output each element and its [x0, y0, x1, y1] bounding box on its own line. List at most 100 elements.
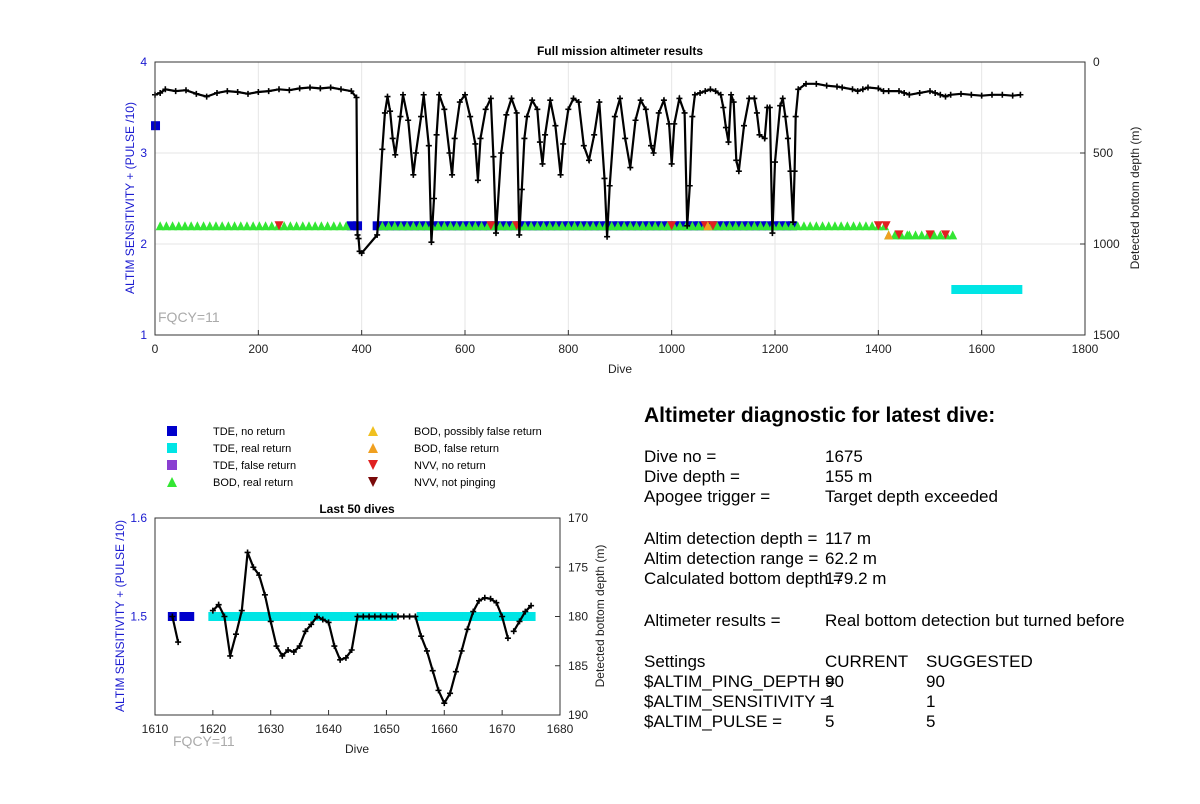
legend-bod-possibly-false-return-marker	[368, 426, 378, 436]
top-detected-bottom-depth-point	[885, 88, 892, 95]
top-detected-bottom-depth-point	[650, 150, 657, 156]
top-detected-bottom-depth-point	[441, 106, 448, 113]
top-detected-bottom-depth-point	[353, 94, 360, 101]
top-detected-bottom-depth-point	[660, 97, 667, 104]
top-detected-bottom-depth-point	[193, 90, 200, 97]
bottom-tde-real-return-point	[243, 612, 253, 621]
full-mission-chart: 0 200 400 600 800 1000 1200 1400 1600 1800 1 2 3 4 0 50…	[123, 44, 1142, 376]
top-bod-real-return-point	[248, 221, 258, 231]
bottom-fqcy-annotation: FQCY=11	[173, 733, 235, 749]
bottom-detected-bottom-depth-point	[261, 591, 268, 598]
diag-value: Target depth exceeded	[825, 487, 998, 506]
top-detected-bottom-depth-point	[203, 93, 210, 100]
top-bod-real-return-point	[254, 221, 264, 231]
top-bod-real-return-point	[774, 221, 784, 231]
top-nvv-no-return-point	[941, 230, 950, 240]
bottom-detected-bottom-depth-point	[389, 613, 396, 620]
top-detected-bottom-depth-point	[405, 117, 412, 124]
bottom-tde-real-return-point	[457, 612, 467, 621]
top-tde-real-return-point	[976, 285, 986, 294]
top-nvv-no-return-point	[486, 221, 496, 231]
top-bod-real-return-point	[192, 221, 202, 231]
top-detected-bottom-depth-point	[433, 131, 440, 138]
top-nvv-no-return-point	[894, 230, 904, 240]
top-detected-bottom-depth-point	[720, 104, 727, 111]
top-detected-bottom-depth-point	[379, 146, 386, 153]
top-detected-bottom-depth-point	[389, 135, 396, 142]
top-bod-real-return-point	[329, 221, 339, 231]
top-detected-bottom-depth-point	[348, 88, 355, 95]
top-detected-bottom-depth-point	[374, 231, 381, 238]
top-detected-bottom-depth-point	[542, 131, 549, 138]
top-bod-real-return-point	[687, 221, 697, 231]
top-detected-bottom-depth-point	[307, 84, 313, 91]
top-right-y-tick-label: 1000	[1093, 237, 1120, 251]
top-bod-real-return-point	[532, 221, 542, 231]
bottom-detected-bottom-depth-point	[418, 633, 425, 640]
top-detected-bottom-depth-point	[392, 151, 399, 158]
legend-tde-no-return-label: TDE, no return	[213, 426, 285, 438]
top-bod-real-return-point	[508, 221, 518, 231]
top-detected-bottom-depth-point	[493, 230, 499, 237]
top-bod-real-return-point	[242, 221, 252, 231]
top-detected-bottom-depth-point	[728, 91, 735, 98]
bottom-tde-real-return-point	[480, 612, 490, 621]
top-nvv-no-return-point	[708, 221, 718, 231]
top-bod-real-return-point	[261, 221, 271, 231]
bottom-tde-real-return-point	[283, 612, 293, 621]
top-detected-bottom-depth-point	[482, 106, 489, 113]
top-bod-false-return-point	[884, 230, 894, 240]
top-bod-real-return-point	[743, 221, 753, 231]
bottom-detected-bottom-depth-point	[377, 613, 384, 620]
top-detected-bottom-depth-point	[557, 171, 564, 178]
top-detected-bottom-depth-point	[978, 92, 985, 99]
bottom-detected-bottom-depth-point	[435, 687, 442, 694]
bottom-detected-bottom-depth-point	[464, 626, 471, 633]
bottom-tde-real-return-point	[474, 612, 484, 621]
top-nvv-no-return-point	[881, 221, 891, 231]
top-detected-bottom-depth-point	[784, 135, 791, 142]
top-bod-real-return-point	[557, 221, 567, 231]
diag-label: Calculated bottom depth =	[644, 569, 843, 588]
top-detected-bottom-depth-point	[317, 85, 324, 92]
bottom-detected-bottom-depth-point	[481, 594, 488, 601]
top-bod-real-return-point	[335, 221, 345, 231]
top-bod-real-return-point	[638, 221, 648, 231]
top-detected-bottom-depth-point	[823, 82, 830, 89]
top-detected-bottom-depth-point	[637, 97, 644, 104]
bottom-tde-real-return-point	[434, 612, 443, 621]
bottom-tde-real-return-point	[306, 612, 316, 621]
top-tde-real-return-point	[1000, 285, 1010, 294]
top-tde-real-return-point	[988, 285, 998, 294]
top-detected-bottom-depth-point	[286, 87, 293, 94]
bottom-detected-bottom-depth-point	[400, 613, 407, 620]
top-right-y-axis-label: Detected bottom depth (m)	[1128, 127, 1142, 270]
legend-tde-false-return-label: TDE, false return	[213, 460, 296, 472]
bottom-chart-title: Last 50 dives	[319, 502, 395, 516]
top-detected-bottom-depth-point	[327, 84, 334, 91]
top-data-marks	[151, 80, 1024, 294]
top-detected-bottom-depth-point	[779, 95, 786, 102]
bottom-detected-bottom-depth-point	[476, 597, 482, 604]
top-detected-bottom-depth-point	[782, 113, 789, 120]
legend-tde-no-return-marker	[167, 426, 177, 436]
bottom-detected-bottom-depth-point	[452, 668, 459, 675]
top-tde-real-return-point	[1013, 285, 1023, 294]
top-bod-real-return-point	[323, 221, 333, 231]
bottom-left-y-tick-label: 1.5	[130, 610, 147, 624]
top-detected-bottom-depth-point	[418, 113, 425, 120]
bottom-detected-bottom-depth-point	[528, 602, 535, 609]
bottom-tde-real-return-point	[347, 612, 357, 621]
top-bod-real-return-point	[452, 221, 462, 231]
setting-current: 5	[825, 712, 834, 731]
top-left-y-tick-label: 4	[140, 55, 147, 69]
bottom-detected-bottom-depth-point	[314, 613, 320, 620]
top-plot-frame	[154, 61, 1086, 336]
top-nvv-no-return-point	[925, 230, 935, 240]
top-bod-real-return-point	[168, 221, 178, 231]
bottom-tde-real-return-point	[515, 612, 524, 621]
top-detected-bottom-depth-point	[420, 91, 427, 98]
top-right-y-tick-label: 0	[1093, 55, 1100, 69]
settings-header-label: Settings	[644, 652, 705, 671]
top-detected-bottom-depth-point	[474, 177, 481, 184]
